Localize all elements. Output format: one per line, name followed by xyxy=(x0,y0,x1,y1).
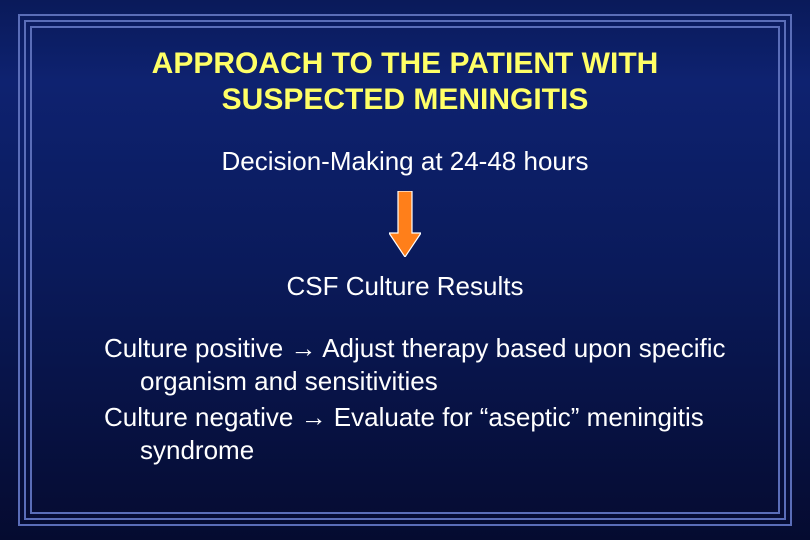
subheading-1: Decision-Making at 24-48 hours xyxy=(64,146,746,177)
bullet-item: Culture negative → Evaluate for “aseptic… xyxy=(104,401,726,466)
down-arrow-icon xyxy=(389,191,421,257)
bullet-lead: Culture negative xyxy=(104,402,301,432)
slide-title: APPROACH TO THE PATIENT WITH SUSPECTED M… xyxy=(64,46,746,118)
bullet-lead: Culture positive xyxy=(104,333,290,363)
subheading-2: CSF Culture Results xyxy=(64,271,746,302)
content-area: APPROACH TO THE PATIENT WITH SUSPECTED M… xyxy=(34,30,776,510)
title-line-2: SUSPECTED MENINGITIS xyxy=(222,83,589,116)
down-arrow-wrap xyxy=(64,191,746,257)
bullet-item: Culture positive → Adjust therapy based … xyxy=(104,332,726,397)
slide: APPROACH TO THE PATIENT WITH SUSPECTED M… xyxy=(0,0,810,540)
right-arrow-icon: → xyxy=(290,333,316,363)
title-line-1: APPROACH TO THE PATIENT WITH xyxy=(152,47,659,80)
right-arrow-icon: → xyxy=(301,402,327,432)
bullets-block: Culture positive → Adjust therapy based … xyxy=(64,332,746,466)
